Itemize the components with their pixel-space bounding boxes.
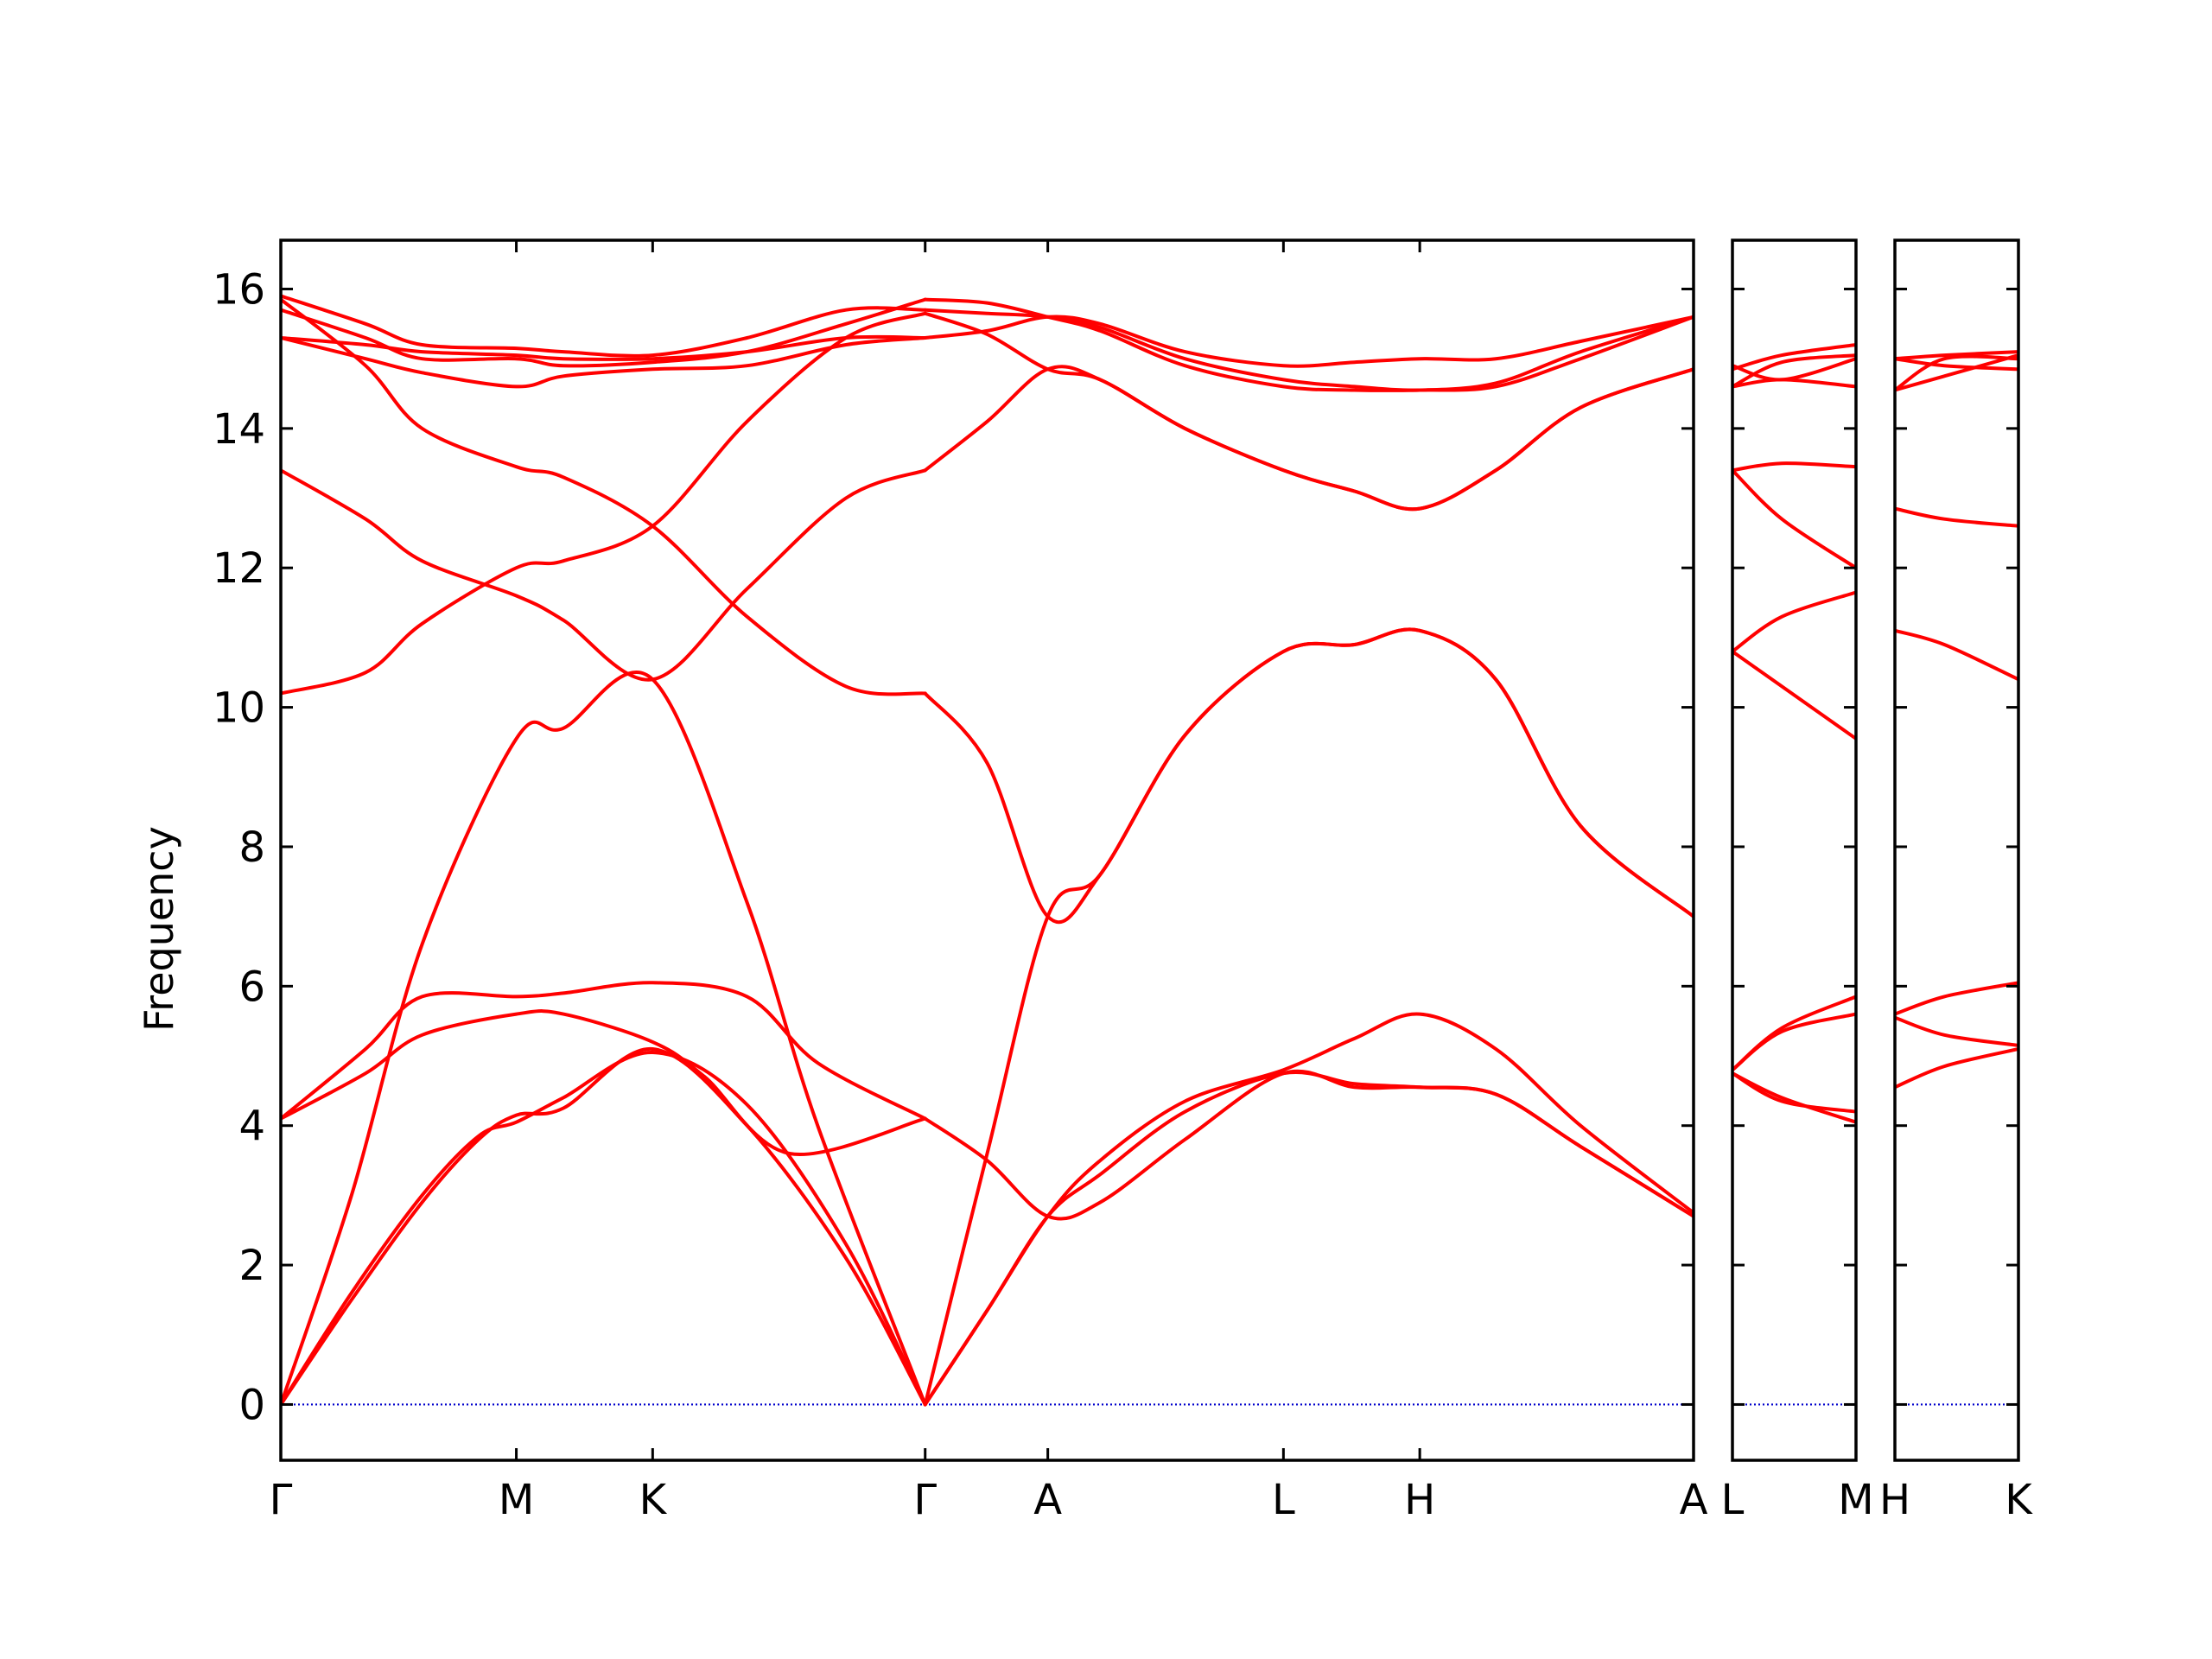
band-line [923, 627, 1694, 925]
band-line [281, 1046, 927, 1407]
band-group [281, 294, 1694, 1407]
y-tick-label: 14 [213, 405, 265, 454]
band-line [1732, 343, 1856, 372]
x-tick-label: K [639, 1476, 668, 1524]
y-tick-label: 6 [238, 963, 265, 1011]
band-line [1895, 1047, 2018, 1090]
x-tick-label: A [1033, 1476, 1062, 1524]
y-axis-label: Frequency [136, 826, 182, 1032]
x-tick-label: A [1680, 1476, 1708, 1524]
band-line [1895, 981, 2018, 1016]
band-line [281, 311, 927, 696]
band-line [923, 311, 1694, 512]
band-line [1732, 1071, 1856, 1124]
band-line [281, 334, 927, 361]
band-line [281, 468, 927, 682]
band-line [281, 297, 927, 368]
y-tick-label: 2 [238, 1242, 265, 1290]
x-tick-label: H [1879, 1476, 1910, 1524]
band-line [281, 297, 927, 696]
band-line [1895, 628, 2018, 682]
band-line [1895, 357, 2018, 372]
y-tick-label: 8 [238, 823, 265, 872]
band-line [923, 1012, 1694, 1407]
plot-frame [1731, 238, 1858, 1462]
y-tick-label: 4 [238, 1103, 265, 1151]
band-line [1732, 650, 1856, 741]
y-tick-label: 0 [238, 1381, 265, 1429]
y-tick-label: 12 [213, 544, 265, 593]
band-group [1895, 350, 2018, 1090]
band-line [1895, 354, 2018, 392]
band-line [923, 297, 1694, 392]
x-tick-label: H [1404, 1476, 1435, 1524]
band-line [281, 1009, 927, 1157]
y-tick-label: 10 [213, 684, 265, 733]
band-line [1732, 995, 1856, 1072]
band-line [1895, 506, 2018, 528]
y-tick-label: 16 [213, 265, 265, 314]
band-line [1895, 350, 2018, 361]
band-line [1732, 1071, 1856, 1114]
panel-1: 0 2 4 6 8 10 12 14 16 Γ M K Γ A L H A [213, 238, 1708, 1524]
band-line [281, 981, 927, 1121]
plot-frame [279, 238, 1695, 1462]
band-line [1732, 468, 1856, 570]
band-line [923, 1069, 1694, 1221]
band-line [281, 671, 927, 1407]
x-tick-label: L [1721, 1476, 1745, 1524]
band-line [281, 336, 927, 389]
band-line [923, 627, 1694, 1407]
band-line [1732, 357, 1856, 382]
x-tick-label: Γ [913, 1476, 937, 1524]
x-tick-label: M [1838, 1476, 1873, 1524]
x-tick-label: K [2005, 1476, 2033, 1524]
band-line [1732, 461, 1856, 473]
plot-frame [1893, 238, 2020, 1462]
x-tick-label: Γ [270, 1476, 293, 1524]
band-line [923, 308, 1694, 392]
band-group [1732, 343, 1856, 1124]
band-line [281, 294, 927, 358]
band-line [1895, 1015, 2018, 1047]
band-line [1732, 353, 1856, 389]
x-tick-label: M [499, 1476, 534, 1524]
band-line [1732, 378, 1856, 389]
x-tick-label: L [1272, 1476, 1295, 1524]
band-line [281, 1050, 927, 1407]
band-line [1732, 590, 1856, 653]
